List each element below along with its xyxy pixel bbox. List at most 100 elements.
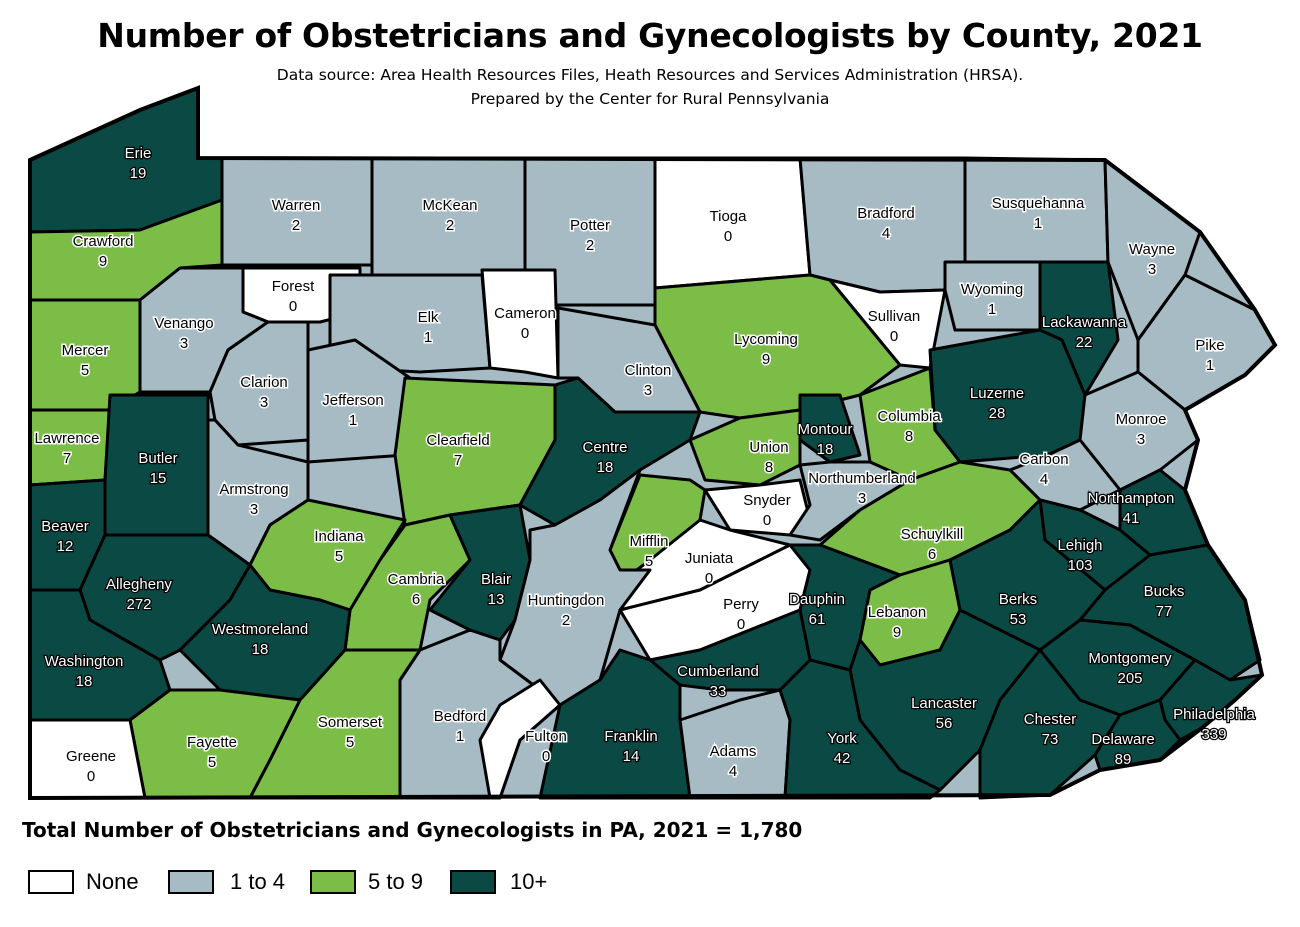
county-value-mckean: 2 [446, 217, 454, 234]
county-name-forest: Forest [272, 278, 315, 295]
county-name-adams: Adams [710, 743, 757, 760]
county-name-lackawanna: Lackawanna [1042, 314, 1127, 331]
legend-label-none: None [86, 869, 139, 894]
county-name-fulton: Fulton [525, 728, 567, 745]
county-value-montour: 18 [817, 441, 834, 458]
county-value-westmoreland: 18 [252, 641, 269, 658]
county-value-adams: 4 [729, 763, 737, 780]
county-name-westmoreland: Westmoreland [212, 621, 308, 638]
county-name-bucks: Bucks [1144, 583, 1185, 600]
county-value-fulton: 0 [542, 748, 550, 765]
county-value-erie: 19 [130, 165, 147, 182]
county-value-lawrence: 7 [63, 450, 71, 467]
county-value-forest: 0 [289, 298, 297, 315]
county-value-columbia: 8 [905, 428, 913, 445]
county-name-montour: Montour [797, 421, 852, 438]
county-value-berks: 53 [1010, 611, 1027, 628]
county-value-dauphin: 61 [809, 611, 826, 628]
county-value-sullivan: 0 [890, 328, 898, 345]
county-name-lehigh: Lehigh [1057, 537, 1102, 554]
prepared-by-line: Prepared by the Center for Rural Pennsyl… [470, 90, 830, 108]
county-name-lycoming: Lycoming [734, 331, 798, 348]
county-value-york: 42 [834, 750, 851, 767]
legend-swatch-5-to-9 [310, 870, 356, 894]
county-name-lebanon: Lebanon [868, 604, 926, 621]
county-value-franklin: 14 [623, 748, 640, 765]
county-name-dauphin: Dauphin [789, 591, 845, 608]
legend-swatch-10-plus [450, 870, 496, 894]
county-value-clearfield: 7 [454, 452, 462, 469]
county-somerset [248, 648, 422, 800]
county-value-susquehanna: 1 [1034, 215, 1042, 232]
county-name-wayne: Wayne [1129, 241, 1175, 258]
county-value-venango: 3 [180, 335, 188, 352]
county-value-wyoming: 1 [988, 301, 996, 318]
county-value-bedford: 1 [456, 728, 464, 745]
county-value-philadelphia: 339 [1201, 726, 1226, 743]
county-name-allegheny: Allegheny [106, 576, 172, 593]
county-name-sullivan: Sullivan [868, 308, 921, 325]
map-title: Number of Obstetricians and Gynecologist… [97, 16, 1203, 55]
county-value-mifflin: 5 [645, 553, 653, 570]
county-name-delaware: Delaware [1091, 731, 1154, 748]
county-value-chester: 73 [1042, 731, 1059, 748]
county-value-elk: 1 [424, 329, 432, 346]
county-value-delaware: 89 [1115, 751, 1132, 768]
county-value-carbon: 4 [1040, 471, 1048, 488]
county-value-monroe: 3 [1137, 431, 1145, 448]
county-york [778, 658, 942, 800]
county-value-centre: 18 [597, 459, 614, 476]
county-value-indiana: 5 [335, 548, 343, 565]
county-name-clarion: Clarion [240, 374, 288, 391]
county-name-venango: Venango [154, 315, 213, 332]
county-huntingdon [498, 468, 652, 707]
legend-swatch-1-to-4 [168, 870, 214, 894]
county-value-clinton: 3 [644, 382, 652, 399]
county-name-perry: Perry [723, 596, 759, 613]
legend-label-5-to-9: 5 to 9 [368, 869, 424, 894]
county-name-butler: Butler [138, 450, 177, 467]
county-name-york: York [827, 730, 857, 747]
county-wyoming [943, 260, 1042, 332]
county-value-cameron: 0 [521, 325, 529, 342]
county-name-greene: Greene [66, 748, 116, 765]
county-sullivan [828, 278, 947, 370]
county-name-lawrence: Lawrence [34, 430, 99, 447]
county-name-bradford: Bradford [857, 205, 915, 222]
county-name-indiana: Indiana [314, 528, 364, 545]
county-value-bradford: 4 [882, 225, 890, 242]
county-name-montgomery: Montgomery [1088, 650, 1172, 667]
county-value-bucks: 77 [1156, 603, 1173, 620]
county-name-erie: Erie [125, 145, 152, 162]
county-name-susquehanna: Susquehanna [992, 195, 1085, 212]
county-name-cambria: Cambria [388, 571, 445, 588]
county-value-tioga: 0 [724, 228, 732, 245]
county-name-warren: Warren [272, 197, 321, 214]
county-value-fayette: 5 [208, 754, 216, 771]
state-outline [28, 85, 1278, 801]
county-value-lackawanna: 22 [1076, 334, 1093, 351]
county-name-mckean: McKean [422, 197, 477, 214]
county-name-mifflin: Mifflin [630, 533, 669, 550]
county-montour [798, 393, 862, 464]
county-name-cameron: Cameron [494, 305, 556, 322]
county-value-union: 8 [765, 459, 773, 476]
county-name-chester: Chester [1024, 711, 1077, 728]
county-value-somerset: 5 [346, 734, 354, 751]
county-name-tioga: Tioga [710, 208, 748, 225]
county-value-warren: 2 [292, 217, 300, 234]
county-name-jefferson: Jefferson [322, 392, 383, 409]
county-value-northampton: 41 [1123, 510, 1140, 527]
county-name-potter: Potter [570, 217, 610, 234]
county-name-bedford: Bedford [434, 708, 487, 725]
county-name-carbon: Carbon [1019, 451, 1068, 468]
county-value-northumberland: 3 [858, 490, 866, 507]
county-name-beaver: Beaver [41, 518, 89, 535]
county-value-luzerne: 28 [989, 405, 1006, 422]
data-source-line: Data source: Area Health Resources Files… [276, 66, 1024, 84]
county-name-franklin: Franklin [604, 728, 657, 745]
county-value-lycoming: 9 [762, 351, 770, 368]
county-value-schuylkill: 6 [928, 546, 936, 563]
county-name-columbia: Columbia [877, 408, 941, 425]
county-fulton [478, 678, 562, 800]
